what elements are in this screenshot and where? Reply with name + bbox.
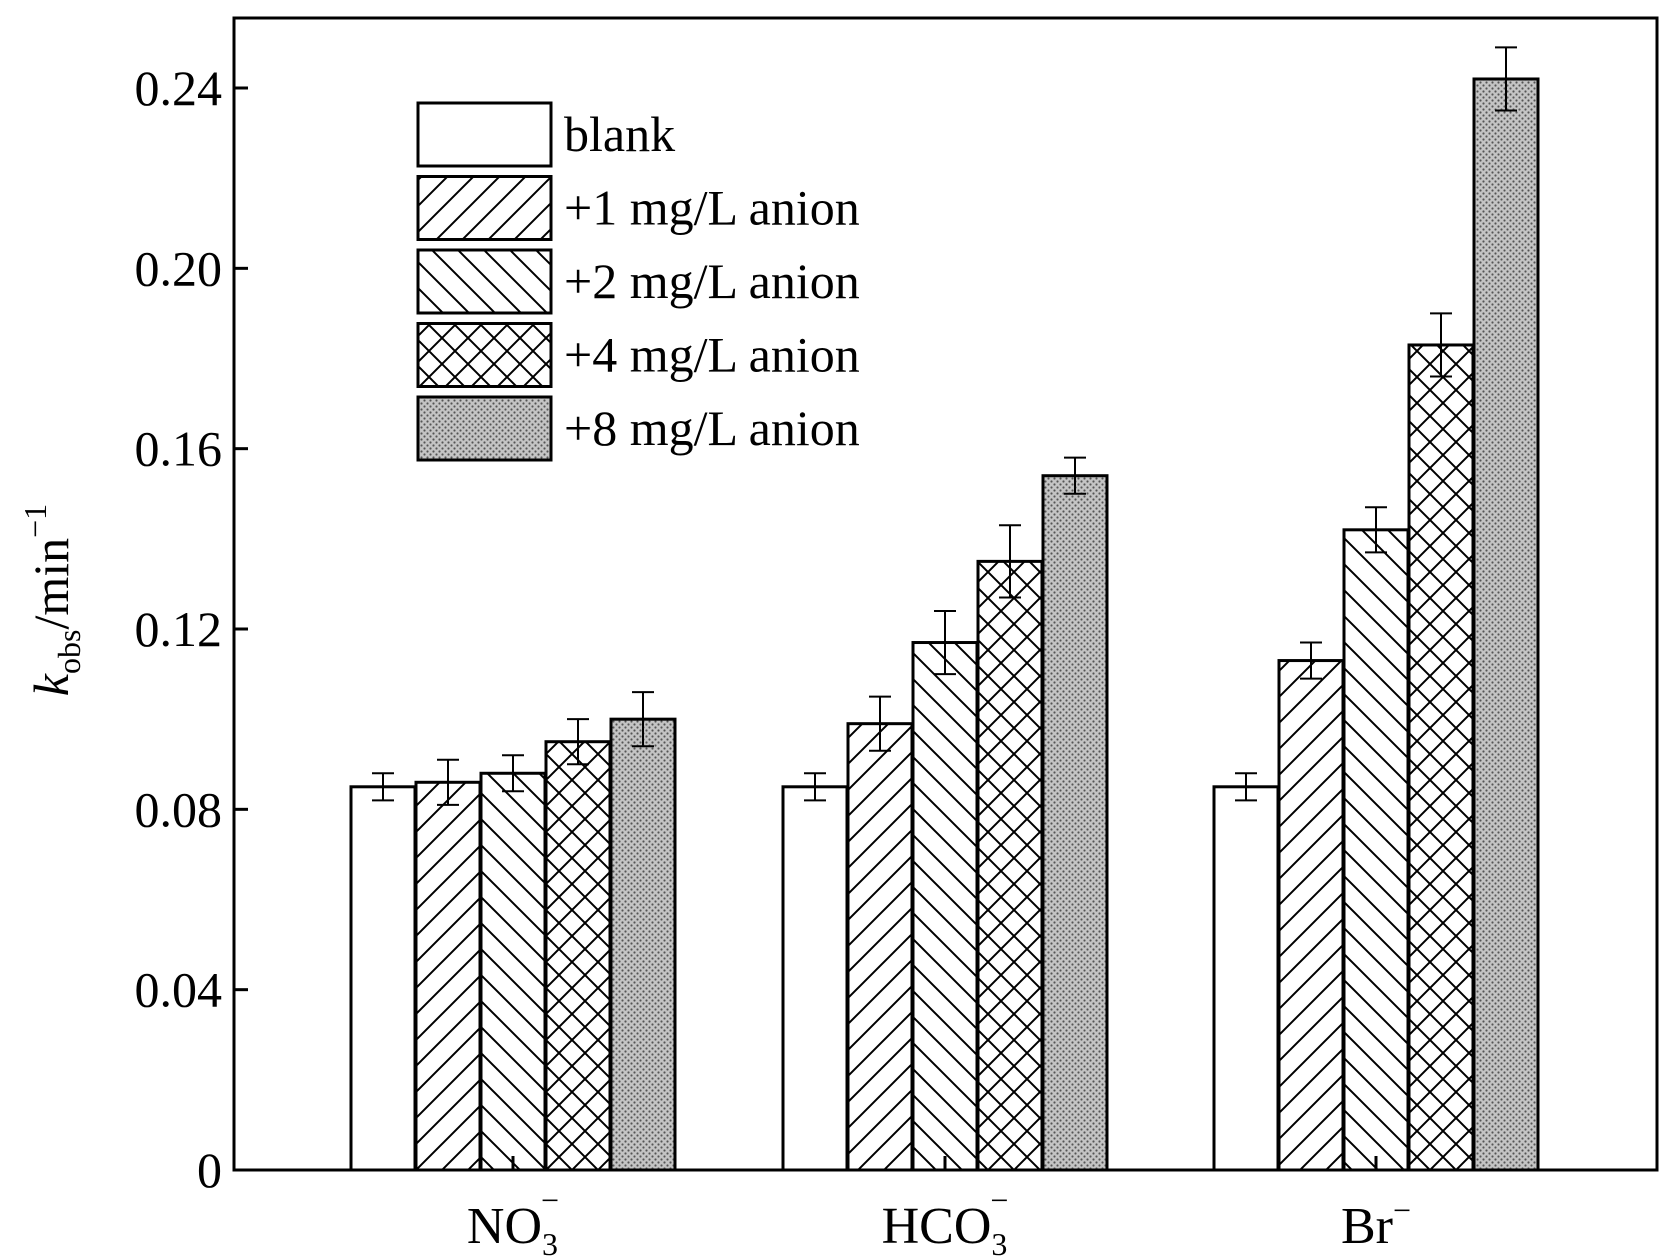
y-axis-title-text: kobs/min−1 — [17, 504, 87, 696]
bar — [414, 780, 482, 1172]
x-tick-label: HCO3− — [882, 1182, 1009, 1260]
x-axis: NO3− HCO3− Br− — [467, 1156, 1411, 1260]
y-tick-label: 0.24 — [135, 60, 223, 116]
legend-label: +2 mg/L anion — [564, 253, 860, 309]
bar — [1407, 343, 1475, 1172]
y-tick-label: 0.04 — [135, 962, 223, 1018]
bar — [1472, 77, 1540, 1172]
y-tick-label: 0.12 — [135, 601, 223, 657]
legend-label: +8 mg/L anion — [564, 400, 860, 456]
y-tick-label: 0.16 — [135, 421, 223, 477]
bar — [911, 641, 979, 1172]
bar — [781, 785, 849, 1172]
bar — [349, 785, 417, 1172]
legend-label: +4 mg/L anion — [564, 327, 860, 383]
bar — [976, 559, 1044, 1172]
bar — [1041, 474, 1109, 1172]
bar — [544, 740, 612, 1172]
legend-label: +1 mg/L anion — [564, 180, 860, 236]
legend-swatch — [416, 175, 553, 241]
bars-group — [349, 46, 1540, 1172]
legend-swatch — [416, 322, 553, 388]
legend-swatch — [416, 101, 553, 168]
bar — [1277, 659, 1345, 1172]
y-tick-label: 0 — [197, 1142, 222, 1198]
x-tick-label: NO3− — [467, 1182, 559, 1260]
y-tick-label: 0.08 — [135, 781, 223, 837]
x-tick-label: Br− — [1341, 1192, 1411, 1255]
bar — [609, 717, 677, 1172]
y-axis: 0 0.04 0.08 0.12 0.16 0.20 0.24 — [135, 60, 248, 1198]
legend-swatch — [416, 248, 553, 315]
bar — [479, 771, 547, 1172]
legend-swatch — [416, 395, 553, 462]
y-tick-label: 0.20 — [135, 240, 223, 296]
y-axis-title: kobs/min−1 — [17, 504, 87, 696]
bar — [846, 722, 914, 1172]
legend: blank +1 mg/L anion +2 mg/L anion +4 mg/L a… — [416, 101, 860, 462]
bar — [1212, 785, 1280, 1172]
legend-label: blank — [564, 106, 675, 162]
bar — [1342, 528, 1410, 1172]
